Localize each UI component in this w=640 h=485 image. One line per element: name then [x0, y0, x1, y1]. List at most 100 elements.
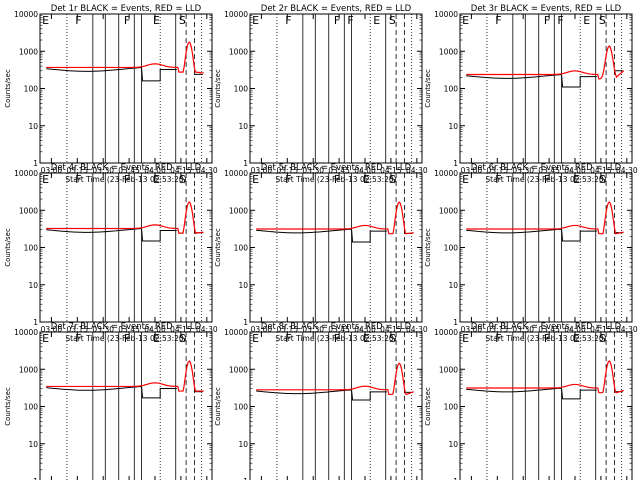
event-marker-label: F [285, 332, 291, 345]
event-marker-label: F [75, 14, 81, 27]
y-tick-label: 10 [238, 281, 248, 290]
x-tick-label: 03:00 [251, 166, 273, 175]
x-tick-label: 03:45 [538, 325, 560, 334]
panel-1: Det 1r BLACK = Events, RED = LLD 1 10 100 10… [4, 4, 218, 184]
event-marker-label: F [495, 173, 501, 186]
event-marker-label: E [42, 14, 49, 27]
panel-3: Det 3r BLACK = Events, RED = LLD 1 10 100 10… [424, 4, 638, 184]
y-axis-label: Counts/sec [424, 228, 432, 267]
y-tick-label: 100 [24, 403, 39, 412]
y-tick-label: 1000 [19, 365, 38, 374]
panel-6: Det 6r BLACK = Events, RED = LLD 1 10 100 10… [424, 163, 638, 343]
y-tick-label: 10000 [224, 328, 248, 337]
event-marker-label: E [42, 332, 49, 345]
y-axis-label: Counts/sec [214, 69, 222, 108]
event-marker-label: S [389, 332, 396, 345]
event-marker-label: S [599, 14, 606, 27]
y-tick-label: 1000 [19, 206, 38, 215]
x-tick-label: 04:15 [380, 325, 402, 334]
event-marker-label: F [75, 173, 81, 186]
y-tick-label: 1000 [229, 365, 248, 374]
y-axis-label: Counts/sec [4, 69, 12, 108]
lld-series-line [46, 360, 204, 392]
y-tick-label: 1000 [439, 206, 458, 215]
x-axis-label: Start Time (23-Feb-13 02:53:20) [65, 175, 186, 184]
x-axis-label: Start Time (23-Feb-13 02:53:20) [65, 334, 186, 343]
x-axis-label: Start Time (23-Feb-13 02:53:20) [275, 334, 396, 343]
x-tick-label: 03:15 [66, 325, 88, 334]
event-marker-label: E [583, 14, 590, 27]
y-tick-label: 1 [453, 318, 458, 327]
x-axis-label: Start Time (23-Feb-13 02:53:20) [485, 334, 606, 343]
panel-title: Det 6r BLACK = Events, RED = LLD [471, 163, 622, 173]
event-marker-label: F [495, 14, 501, 27]
x-tick-label: 03:15 [486, 325, 508, 334]
x-tick-label: 04:00 [564, 166, 586, 175]
events-series-line [46, 66, 177, 82]
y-axis-label: Counts/sec [4, 228, 12, 267]
y-tick-label: 100 [444, 85, 459, 94]
y-axis-label: Counts/sec [4, 387, 12, 426]
panel-4: Det 4r BLACK = Events, RED = LLD 1 10 100 10… [4, 163, 218, 343]
event-marker-label: E [42, 173, 49, 186]
y-tick-label: 1 [243, 159, 248, 168]
x-tick-label: 04:30 [406, 166, 428, 175]
y-tick-label: 10000 [14, 169, 38, 178]
event-marker-label: F [544, 14, 550, 27]
y-axis-label: Counts/sec [214, 387, 222, 426]
x-tick-label: 04:15 [590, 325, 612, 334]
event-marker-label: F [124, 14, 130, 27]
y-tick-label: 10000 [434, 10, 458, 19]
y-tick-label: 100 [24, 85, 39, 94]
x-tick-label: 04:00 [564, 325, 586, 334]
event-marker-label: E [373, 14, 380, 27]
y-tick-label: 10 [448, 440, 458, 449]
y-tick-label: 1000 [439, 365, 458, 374]
event-marker-label: F [334, 14, 340, 27]
lld-series-line [466, 45, 625, 80]
event-marker-label: E [363, 173, 370, 186]
event-marker-label: F [334, 173, 340, 186]
event-marker-label: E [153, 332, 160, 345]
x-tick-label: 03:00 [461, 166, 483, 175]
y-tick-label: 100 [24, 244, 39, 253]
x-tick-label: 04:00 [354, 325, 376, 334]
x-tick-label: 04:00 [354, 166, 376, 175]
y-tick-label: 10 [238, 122, 248, 131]
y-tick-label: 10000 [224, 10, 248, 19]
event-marker-label: F [544, 173, 550, 186]
event-marker-label: E [462, 14, 469, 27]
y-tick-label: 1 [33, 159, 38, 168]
event-marker-label: F [557, 14, 563, 27]
events-series-line [466, 387, 597, 400]
x-tick-label: 04:30 [196, 166, 218, 175]
event-marker-label: F [334, 332, 340, 345]
event-marker-label: S [599, 173, 606, 186]
y-tick-label: 1000 [439, 47, 458, 56]
x-tick-label: 04:30 [616, 166, 638, 175]
y-tick-label: 10 [28, 440, 38, 449]
y-tick-label: 1 [243, 318, 248, 327]
event-marker-label: E [252, 332, 259, 345]
event-marker-label: F [544, 332, 550, 345]
event-marker-label: F [285, 173, 291, 186]
y-tick-label: 100 [234, 403, 249, 412]
y-tick-label: 10 [448, 122, 458, 131]
panel-title: Det 5r BLACK = Events, RED = LLD [261, 163, 412, 173]
panel-title: Det 8r BLACK = Events, RED = LLD [261, 322, 412, 332]
y-tick-label: 10000 [14, 328, 38, 337]
x-tick-label: 03:30 [302, 325, 324, 334]
y-tick-label: 100 [444, 403, 459, 412]
events-series-line [256, 389, 387, 401]
event-marker-label: S [179, 14, 186, 27]
panel-title: Det 3r BLACK = Events, RED = LLD [471, 4, 622, 14]
x-tick-label: 04:15 [380, 166, 402, 175]
y-tick-label: 1000 [229, 206, 248, 215]
x-tick-label: 03:45 [538, 166, 560, 175]
event-marker-label: E [153, 14, 160, 27]
event-marker-label: F [285, 14, 291, 27]
panel-title: Det 9r BLACK = Events, RED = LLD [471, 322, 622, 332]
lld-series-line [256, 201, 414, 235]
